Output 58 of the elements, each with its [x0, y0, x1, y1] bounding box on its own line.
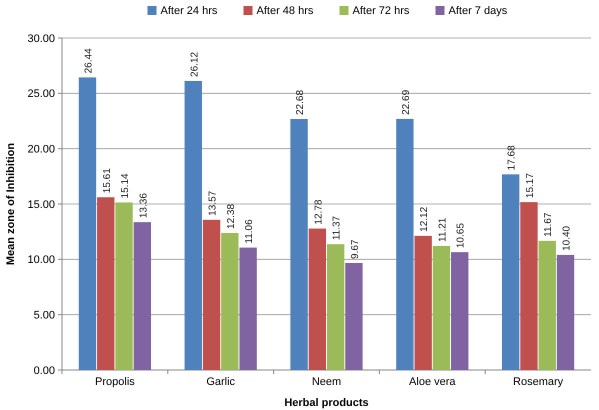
data-label: 22.69: [400, 89, 412, 115]
data-label: 15.17: [524, 172, 536, 198]
bar: [202, 220, 220, 370]
legend-label: After 48 hrs: [256, 5, 314, 17]
y-tick-label: 0.00: [34, 364, 55, 377]
y-tick-label: 30.00: [27, 32, 55, 45]
bar: [134, 222, 152, 370]
bar: [538, 240, 556, 370]
y-tick-label: 25.00: [27, 88, 55, 100]
data-label: 13.57: [208, 190, 219, 216]
bar: [115, 202, 133, 370]
data-label: 26.12: [189, 51, 200, 77]
x-tick-label: Neem: [312, 376, 342, 388]
data-label: 15.61: [102, 168, 113, 194]
x-tick-label: Garlic: [206, 376, 236, 388]
legend-label: After 72 hrs: [352, 5, 410, 17]
y-tick-label: 20.00: [27, 144, 55, 156]
data-label: 9.67: [350, 239, 361, 259]
bar: [308, 228, 326, 370]
data-label: 11.06: [244, 218, 256, 244]
data-label: 17.68: [506, 144, 518, 170]
bar: [414, 236, 432, 370]
bar: [520, 202, 538, 370]
bar: [78, 77, 96, 370]
bar: [97, 197, 114, 370]
y-tick-label: 10.00: [27, 254, 55, 266]
x-tick-label: Rosemary: [513, 376, 564, 388]
bar: [239, 248, 257, 370]
bar: [432, 246, 450, 370]
x-tick-label: Aloe vera: [409, 376, 456, 388]
legend-label: After 7 days: [448, 5, 508, 17]
bar: [396, 118, 414, 370]
data-label: 10.65: [456, 222, 467, 248]
data-label: 15.14: [120, 172, 132, 198]
bar: [326, 244, 344, 370]
bar: [502, 174, 520, 370]
bar: [184, 80, 202, 370]
y-tick-label: 15.00: [27, 198, 55, 211]
legend-label: After 24 hrs: [160, 5, 218, 17]
y-axis-title: Mean zone of Inhibition: [5, 142, 17, 266]
x-tick-label: Propolis: [95, 376, 136, 388]
data-label: 13.36: [138, 192, 150, 218]
data-label: 11.67: [543, 212, 554, 237]
x-axis-title: Herbal products: [284, 397, 369, 409]
data-label: 12.12: [419, 206, 430, 232]
data-label: 12.38: [226, 204, 237, 229]
data-label: 11.37: [332, 215, 343, 240]
bar: [451, 252, 468, 370]
data-label: 22.68: [295, 90, 306, 116]
data-label: 11.21: [437, 217, 448, 242]
data-label: 10.40: [562, 225, 573, 251]
bar: [221, 232, 239, 370]
bar: [290, 119, 308, 370]
bar: [345, 262, 363, 370]
data-label: 26.44: [83, 48, 94, 74]
bar: [556, 254, 574, 370]
y-tick-label: 5.00: [34, 310, 55, 322]
data-label: 12.78: [313, 199, 324, 225]
